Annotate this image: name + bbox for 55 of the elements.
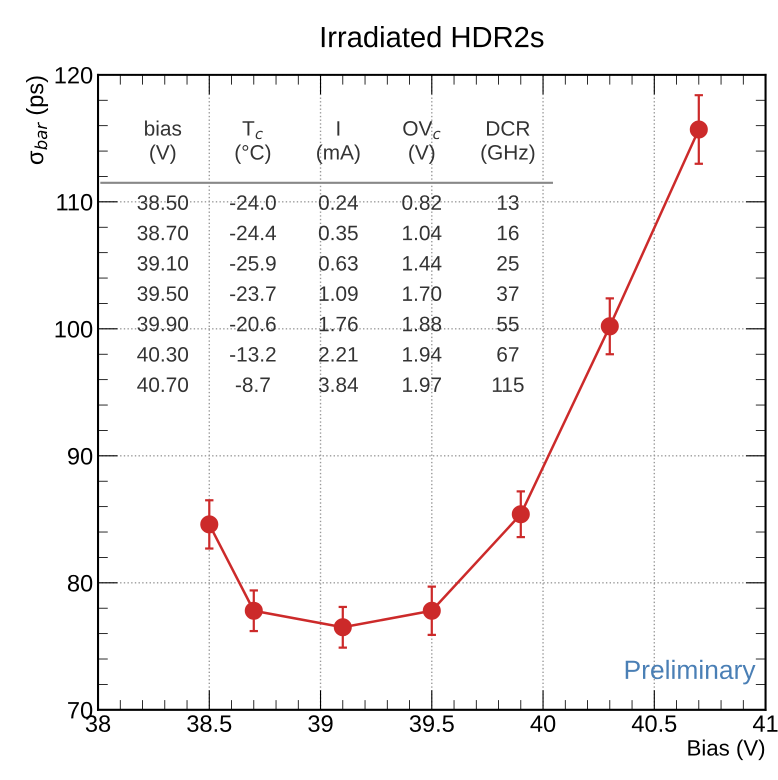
annotation: -23.7 — [230, 286, 276, 302]
annotation: 1.70 — [403, 286, 442, 302]
x-tick-label: 40 — [530, 715, 556, 732]
annotation: 40.30 — [137, 346, 188, 362]
annotation: bias (V) — [145, 120, 182, 164]
annotation: 1.76 — [320, 316, 358, 332]
x-tick-label: 40.5 — [632, 715, 676, 732]
y-tick-label: 120 — [56, 66, 92, 84]
annotation: 25 — [497, 256, 519, 271]
annotation: 16 — [498, 226, 519, 240]
annotation: 1.94 — [403, 346, 442, 362]
annotation: 39.10 — [138, 256, 188, 271]
annotation: -8.7 — [236, 377, 270, 392]
x-tick-label: 39 — [308, 715, 333, 732]
annotation: 0.35 — [318, 226, 358, 240]
annotation: 39.50 — [138, 286, 188, 302]
annotation: 39.90 — [138, 316, 188, 332]
chart-title: Irradiated HDR2s — [322, 26, 544, 48]
annotation: 13 — [498, 195, 519, 210]
y-tick-label: 80 — [68, 574, 92, 592]
annotation: -20.6 — [230, 316, 276, 332]
annotation: 38.50 — [138, 195, 188, 210]
annotation: -24.4 — [230, 226, 276, 240]
annotation: -25.9 — [230, 256, 276, 271]
annotation: Preliminary — [626, 660, 756, 684]
y-axis-title: σ$_{bar}$ (ps) — [26, 76, 48, 164]
annotation: 1.44 — [403, 256, 442, 270]
annotation: T$_{c}$ (°C) — [236, 121, 270, 164]
annotation: I (mA) — [317, 121, 360, 164]
annotation: 115 — [492, 378, 524, 392]
x-axis-title: Bias (V) — [688, 739, 764, 760]
annotation: OV$_{c}$ (V) — [403, 121, 440, 164]
y-tick-label: 110 — [57, 194, 92, 211]
annotation: 55 — [497, 316, 519, 332]
annotation: 2.21 — [319, 346, 358, 362]
annotation: 0.63 — [318, 256, 358, 271]
x-tick-label: 41 — [752, 716, 778, 732]
annotation: 0.82 — [402, 195, 442, 210]
annotation: 0.24 — [318, 195, 358, 210]
annotation: 67 — [497, 346, 518, 362]
x-tick-label: 39.5 — [410, 715, 454, 732]
annotation: -13.2 — [230, 346, 276, 362]
annotation: 1.97 — [403, 377, 442, 392]
y-tick-label: 100 — [56, 320, 92, 338]
annotation: 37 — [497, 286, 518, 302]
annotation: 40.70 — [137, 377, 188, 392]
annotation: DCR (GHz) — [481, 121, 534, 164]
annotation: 38.70 — [138, 226, 188, 240]
annotation: -24.0 — [230, 195, 276, 210]
y-tick-label: 90 — [68, 448, 92, 465]
annotation: 1.09 — [320, 286, 358, 302]
annotation: 3.84 — [318, 377, 358, 392]
annotation: 1.88 — [403, 316, 442, 332]
x-tick-label: 38.5 — [187, 715, 232, 732]
annotation: 1.04 — [403, 226, 442, 240]
